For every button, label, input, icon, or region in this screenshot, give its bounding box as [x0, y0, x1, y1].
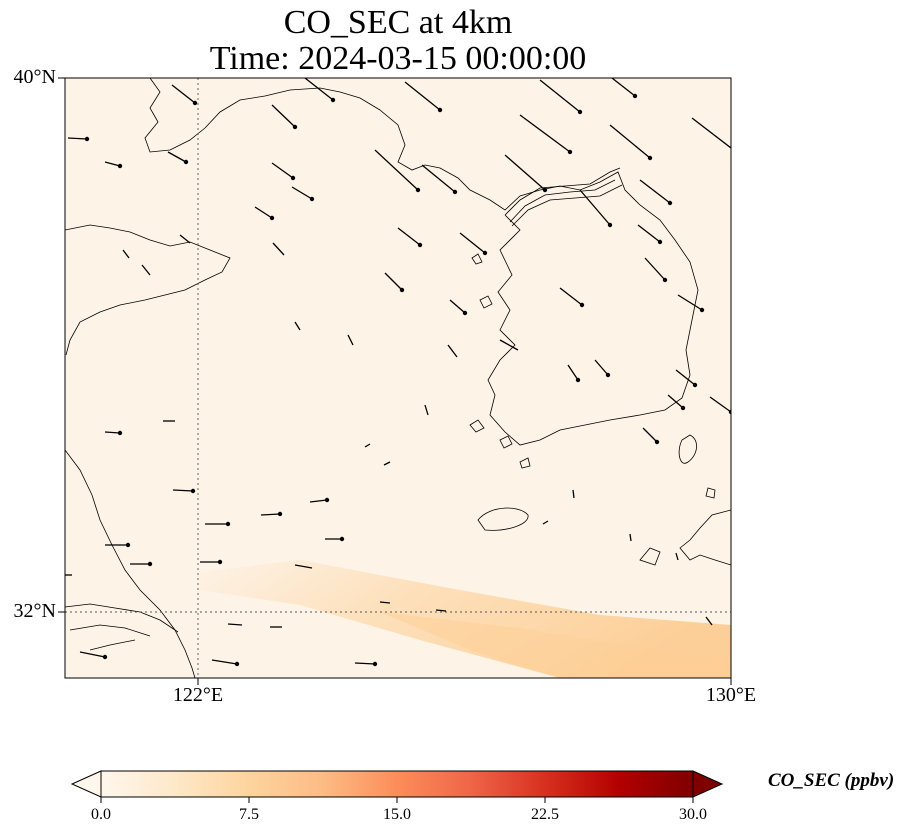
- wind-vectors: [65, 78, 731, 665]
- co-plume-core: [380, 612, 731, 678]
- xtick-label-122e: 122°E: [172, 684, 224, 706]
- ytick-label-32n: 32°N: [13, 600, 56, 622]
- colorbar-tick-1: 7.5: [239, 806, 259, 823]
- wind-arrowheads: [84, 93, 731, 667]
- colorbar-extend-max: [692, 770, 724, 798]
- coastlines: [65, 78, 731, 678]
- map-title: CO_SEC at 4km: [283, 4, 513, 41]
- map-frame: [64, 77, 732, 679]
- colorbar-tick-0: 0.0: [91, 806, 111, 823]
- colorbar-tick-4: 30.0: [679, 806, 707, 823]
- xtick-label-130e: 130°E: [705, 684, 757, 706]
- map-subtitle-time: Time: 2024-03-15 00:00:00: [209, 40, 587, 77]
- gridlines: [65, 78, 731, 678]
- colorbar-tick-3: 22.5: [531, 806, 559, 823]
- colorbar-gradient: [101, 771, 693, 797]
- colorbar-extend-min: [70, 770, 102, 798]
- colorbar: [70, 770, 724, 803]
- colorbar-label: CO_SEC (ppbv): [768, 770, 895, 791]
- colorbar-tick-2: 15.0: [383, 806, 411, 823]
- ytick-label-40n: 40°N: [13, 66, 56, 88]
